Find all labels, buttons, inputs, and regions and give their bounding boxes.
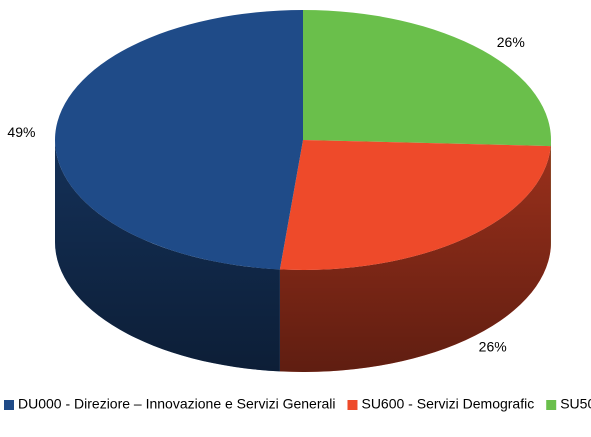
legend-label: SU500 - Appalti e Contratti [560,396,591,412]
legend-marker [4,400,14,410]
data-label: 26% [479,339,507,355]
slice-side-shade [55,140,280,372]
legend-marker [347,400,358,410]
legend: DU000 - Direziore – Innovazione e Serviz… [4,396,591,412]
slice [55,10,304,270]
legend-label: SU600 - Servizi Demografic [361,396,534,412]
legend-marker [546,400,557,410]
legend-label: DU000 - Direziore – Innovazione e Serviz… [18,396,335,412]
slice [303,10,551,147]
data-label: 49% [7,124,35,140]
slice [279,140,551,270]
pie: 26% 26% 49% [7,10,551,372]
data-label: 26% [497,34,525,50]
slice-side-shade [279,146,551,372]
